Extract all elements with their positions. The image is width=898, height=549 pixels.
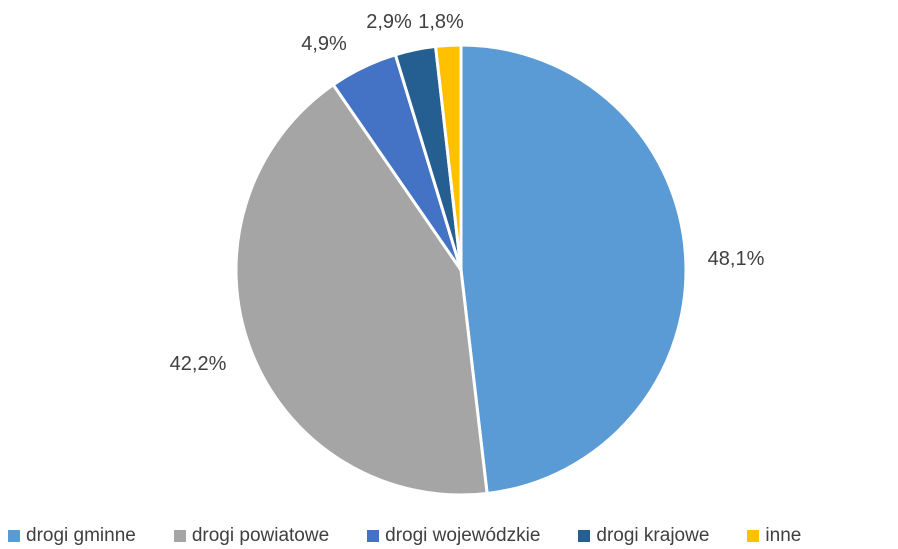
pie-slice-inne bbox=[433, 43, 463, 271]
legend-swatch bbox=[8, 529, 20, 542]
data-label-inne: 1,8% bbox=[418, 11, 464, 33]
data-label-drogi-krajowe: 2,9% bbox=[366, 11, 412, 33]
pie-slice-drogi-gminne bbox=[459, 43, 688, 496]
legend-item-drogi-wojewódzkie: drogi wojewódzkie bbox=[367, 525, 540, 547]
legend-label: drogi gminne bbox=[26, 524, 136, 546]
data-label-drogi-wojewódzkie: 4,9% bbox=[301, 33, 347, 55]
legend-swatch bbox=[173, 529, 186, 542]
data-label-drogi-gminne: 48,1% bbox=[708, 248, 765, 270]
legend-label: drogi wojewódzkie bbox=[385, 524, 541, 546]
chart-legend: drogi gminne drogi powiatowe drogi wojewód… bbox=[0, 522, 898, 549]
data-label-drogi-powiatowe: 42,2% bbox=[170, 353, 227, 375]
legend-item-inne: inne bbox=[747, 525, 801, 547]
legend-item-drogi-gminne: drogi gminne bbox=[8, 525, 136, 547]
pie-slices bbox=[234, 43, 688, 497]
legend-item-drogi-powiatowe: drogi powiatowe bbox=[173, 524, 330, 547]
legend-label: drogi krajowe bbox=[596, 524, 710, 546]
legend-label: inne bbox=[765, 524, 802, 546]
legend-swatch bbox=[578, 529, 591, 542]
legend-label: drogi powiatowe bbox=[191, 524, 330, 546]
pie-data-labels: 48,1% 42,2% 4,9% 2,9% 1,8% bbox=[170, 11, 765, 375]
legend-swatch bbox=[367, 529, 380, 542]
legend-item-drogi-krajowe: drogi krajowe bbox=[578, 525, 709, 547]
legend-swatch bbox=[747, 529, 760, 542]
pie-slice-drogi-powiatowe bbox=[234, 82, 489, 497]
